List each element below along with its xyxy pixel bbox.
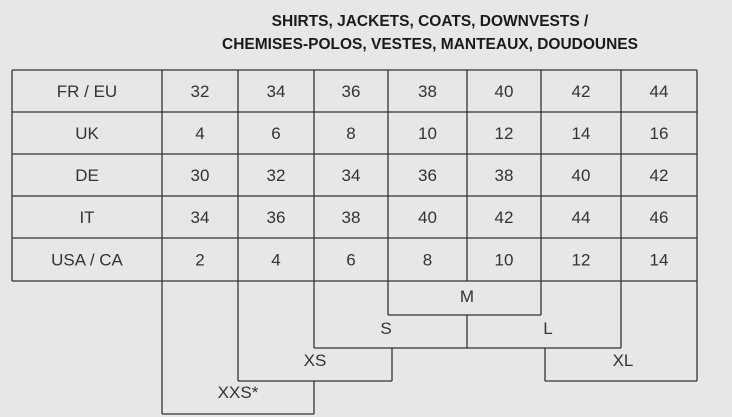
table-cell: 38 [495,166,514,185]
table-cell: 30 [191,166,210,185]
table-cell: 42 [495,208,514,227]
table-cell: 32 [191,82,210,101]
table-cell: 14 [572,124,591,143]
size-label-xxs: XXS* [218,383,259,402]
table-cell: 4 [271,251,280,270]
table-cell: 36 [342,82,361,101]
row-label: UK [75,124,99,143]
table-cell: 36 [267,208,286,227]
table-cell: 46 [650,208,669,227]
size-label-xl: XL [613,351,634,370]
table-cell: 6 [271,124,280,143]
table-cell: 42 [572,82,591,101]
table-cell: 12 [572,251,591,270]
table-cell: 12 [495,124,514,143]
row-label: FR / EU [57,82,117,101]
table-cell: 6 [346,251,355,270]
table-cell: 10 [495,251,514,270]
table-cell: 10 [418,124,437,143]
table-cell: 34 [191,208,210,227]
table-cell: 4 [195,124,204,143]
title-line-1: SHIRTS, JACKETS, COATS, DOWNVESTS / [271,13,589,30]
row-label: IT [79,208,94,227]
row-label: DE [75,166,99,185]
table-cell: 14 [650,251,669,270]
table-cell: 2 [195,251,204,270]
table-cell: 8 [346,124,355,143]
table-cell: 42 [650,166,669,185]
table-cell: 32 [267,166,286,185]
size-label-m: M [460,287,474,306]
table-cell: 40 [418,208,437,227]
size-label-s: S [380,319,391,338]
table-cell: 40 [572,166,591,185]
table-cell: 38 [342,208,361,227]
size-label-l: L [543,319,552,338]
table-cell: 8 [423,251,432,270]
row-label: USA / CA [51,251,123,270]
table-cell: 16 [650,124,669,143]
table-cell: 34 [267,82,286,101]
title-line-2: CHEMISES-POLOS, VESTES, MANTEAUX, DOUDOU… [222,36,638,53]
table-cell: 36 [418,166,437,185]
table-cell: 44 [650,82,669,101]
table-cell: 44 [572,208,591,227]
table-cell: 34 [342,166,361,185]
size-label-xs: XS [304,351,327,370]
table-cell: 38 [418,82,437,101]
table-cell: 40 [495,82,514,101]
